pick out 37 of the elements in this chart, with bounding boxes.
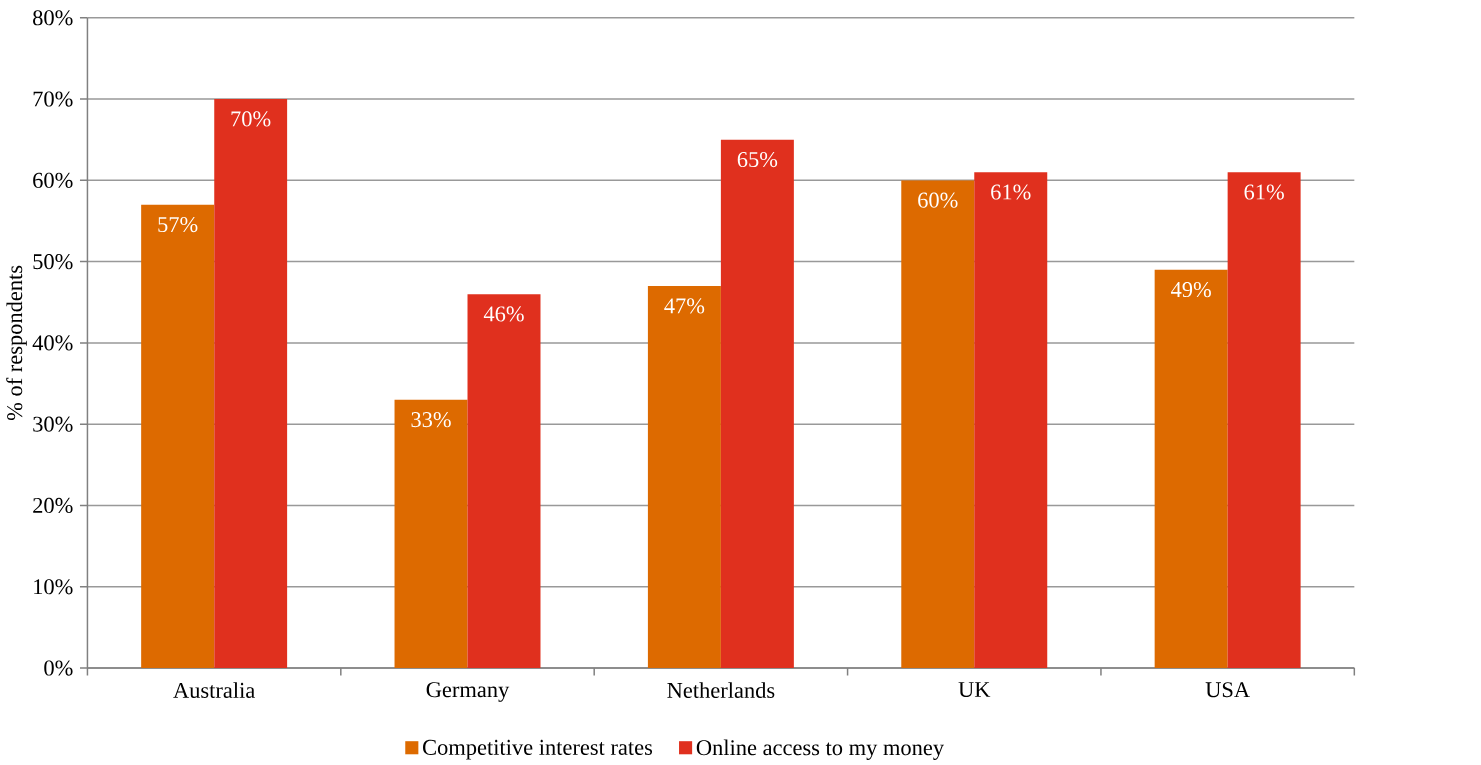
data-label: 61% bbox=[991, 184, 1031, 200]
y-tick-label: 50% bbox=[33, 253, 73, 270]
bar bbox=[214, 98, 288, 668]
y-tick-label: 70% bbox=[33, 91, 73, 107]
y-tick-label: 20% bbox=[33, 497, 73, 513]
data-label: 60% bbox=[918, 192, 958, 208]
data-label: 46% bbox=[483, 306, 524, 322]
bar bbox=[467, 293, 541, 668]
y-tick-label: 40% bbox=[32, 335, 73, 351]
bar bbox=[141, 204, 215, 668]
y-axis-title: % of respondents bbox=[6, 265, 27, 420]
y-tick-label: 10% bbox=[34, 578, 73, 595]
x-tick-label: Australia bbox=[173, 681, 255, 698]
legend-label: Online access to my money bbox=[696, 739, 944, 760]
legend-label: Competitive interest rates bbox=[423, 739, 653, 760]
x-tick-label: USA bbox=[1205, 681, 1250, 698]
bar bbox=[1154, 269, 1228, 668]
data-label: 61% bbox=[1244, 184, 1284, 200]
y-tick-label: 30% bbox=[33, 416, 73, 432]
bar bbox=[901, 180, 975, 668]
data-label: 65% bbox=[737, 151, 778, 167]
data-label: 47% bbox=[664, 298, 705, 314]
y-tick-label: 60% bbox=[33, 172, 73, 188]
x-tick-label: UK bbox=[958, 681, 991, 697]
bar bbox=[394, 399, 468, 668]
bar bbox=[974, 172, 1048, 668]
data-label: 49% bbox=[1171, 281, 1211, 298]
x-tick-label: Netherlands bbox=[667, 681, 775, 698]
bar bbox=[720, 139, 794, 668]
data-label: 57% bbox=[158, 216, 198, 233]
bar bbox=[1227, 172, 1301, 668]
bar bbox=[647, 285, 721, 668]
data-label: 33% bbox=[411, 411, 451, 428]
y-tick-label: 0% bbox=[44, 660, 73, 676]
y-tick-label: 80% bbox=[33, 9, 73, 26]
data-label: 70% bbox=[231, 111, 271, 127]
x-tick-label: Germany bbox=[426, 681, 510, 702]
